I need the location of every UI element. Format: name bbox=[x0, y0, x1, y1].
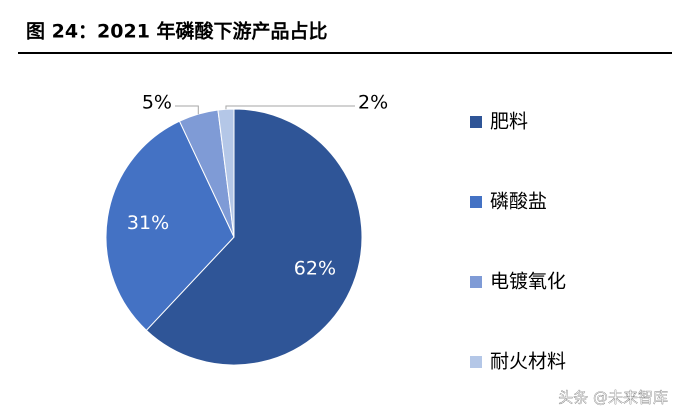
data-label: 2% bbox=[358, 92, 388, 114]
legend-label: 肥料 bbox=[490, 111, 528, 133]
pie-slice bbox=[105, 120, 235, 332]
data-label: 31% bbox=[127, 212, 169, 234]
legend-swatch bbox=[470, 116, 482, 128]
data-label: 62% bbox=[294, 258, 336, 280]
legend-label: 电镀氧化 bbox=[490, 271, 566, 293]
legend-swatch bbox=[470, 196, 482, 208]
pie-slice bbox=[145, 108, 363, 366]
leader-line bbox=[225, 105, 355, 110]
watermark: 头条 @未来智库 bbox=[558, 389, 668, 407]
legend-swatch bbox=[470, 356, 482, 368]
legend-label: 磷酸盐 bbox=[490, 191, 547, 213]
legend-swatch bbox=[470, 276, 482, 288]
data-label: 5% bbox=[142, 92, 172, 114]
leader-line bbox=[175, 105, 199, 115]
legend-label: 耐火材料 bbox=[490, 351, 566, 373]
chart-title: 图 24：2021 年磷酸下游产品占比 bbox=[26, 20, 328, 43]
